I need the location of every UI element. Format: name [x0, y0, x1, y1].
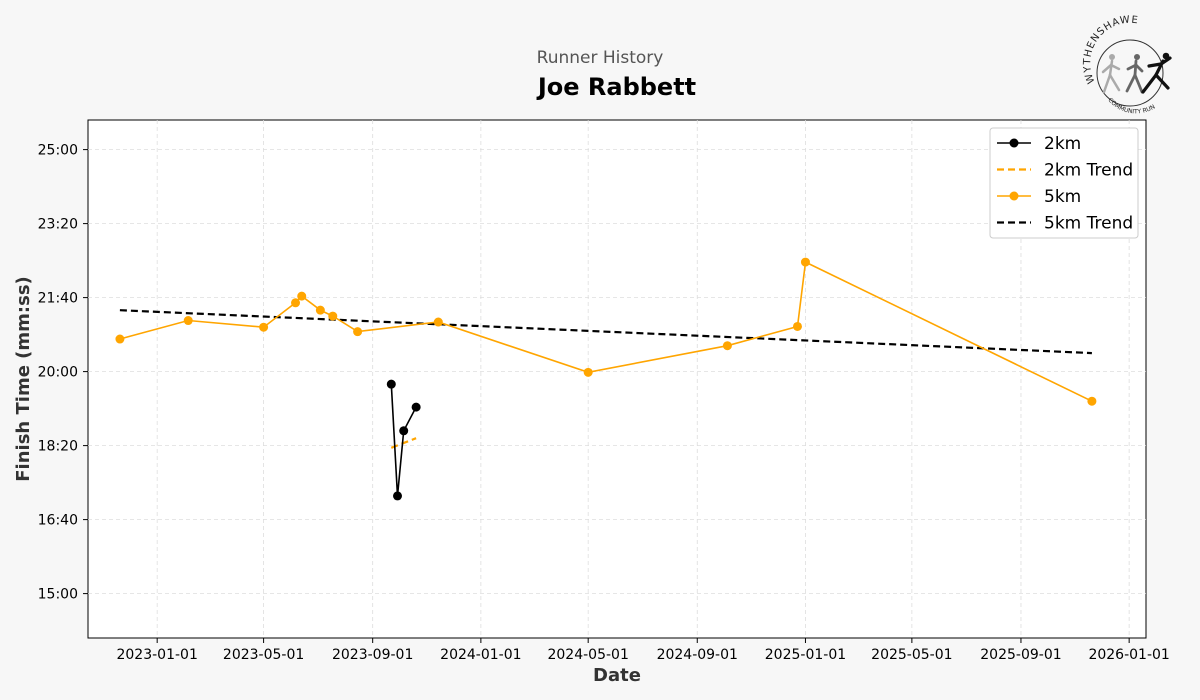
y-tick-label: 18:20 [38, 439, 78, 455]
data-point-5km [353, 327, 363, 337]
data-point-5km [259, 322, 269, 332]
legend-marker-2km [1009, 138, 1019, 148]
series-line-2km [390, 384, 417, 496]
x-axis-ticks: 2023-01-01 2023-05-01 2023-09-01 2024-01-01… [116, 638, 1170, 663]
y-tick-label: 25:00 [38, 143, 78, 159]
x-tick-label: 2024-01-01 [440, 647, 521, 663]
legend-label-5km-trend: 5km Trend [1044, 214, 1133, 234]
x-axis-label: Date [593, 665, 641, 686]
series-line-5km [119, 260, 1093, 402]
x-tick-label: 2024-05-01 [547, 647, 628, 663]
series-line-5km-trend [119, 309, 1092, 355]
y-axis-label: Finish Time (mm:ss) [13, 276, 34, 482]
y-tick-label: 15:00 [38, 587, 78, 603]
x-tick-label: 2023-01-01 [116, 647, 197, 663]
chart-subtitle: Runner History [537, 48, 664, 68]
data-point-5km [583, 367, 593, 377]
x-tick-label: 2025-01-01 [765, 647, 846, 663]
grid-lines [88, 120, 1146, 638]
x-tick-label: 2023-09-01 [332, 647, 413, 663]
plot-area [87, 119, 1147, 639]
data-point-5km [315, 305, 325, 315]
x-tick-label: 2026-01-01 [1088, 647, 1169, 663]
data-point-5km [433, 317, 443, 327]
legend-label-2km: 2km [1044, 134, 1081, 154]
data-point-5km [328, 311, 338, 321]
data-point-5km [183, 316, 193, 326]
data-point-2km [411, 402, 421, 412]
data-point-5km [800, 257, 810, 267]
data-point-2km [393, 491, 403, 501]
x-tick-label: 2025-09-01 [980, 647, 1061, 663]
data-point-2km [386, 379, 396, 389]
y-tick-label: 21:40 [38, 291, 78, 307]
legend: 2km 2km Trend 5km 5km Trend [989, 127, 1139, 239]
legend-marker-5km [1009, 191, 1019, 201]
data-series [115, 257, 1097, 501]
x-tick-label: 2023-05-01 [223, 647, 304, 663]
data-point-5km [722, 341, 732, 351]
data-point-5km [792, 321, 802, 331]
y-tick-label: 16:40 [38, 513, 78, 529]
y-axis-ticks: 15:00 16:40 18:20 20:00 21:40 23:20 25:00 [38, 143, 88, 603]
data-point-5km [297, 291, 307, 301]
x-tick-label: 2024-09-01 [657, 647, 738, 663]
x-tick-label: 2025-05-01 [871, 647, 952, 663]
runners-logo-icon: WYTHENSHAWE COMMUNITY RUN [1082, 14, 1172, 116]
data-point-5km [1087, 396, 1097, 406]
y-tick-label: 20:00 [38, 365, 78, 381]
legend-label-2km-trend: 2km Trend [1044, 161, 1133, 181]
data-point-2km [399, 426, 409, 436]
data-point-5km [115, 334, 125, 344]
y-tick-label: 23:20 [38, 217, 78, 233]
chart-title: Joe Rabbett [536, 73, 696, 101]
legend-box [989, 127, 1139, 239]
legend-label-5km: 5km [1044, 187, 1081, 207]
data-point-5km [291, 298, 301, 308]
